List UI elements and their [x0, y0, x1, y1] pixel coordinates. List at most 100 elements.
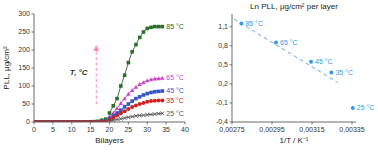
marker-triangle — [141, 80, 145, 84]
series-label: 45 °C — [166, 87, 184, 94]
marker-square — [81, 120, 85, 122]
marker-square — [70, 120, 74, 122]
y-tick-label: 150 — [18, 64, 30, 71]
marker-circle — [36, 120, 40, 122]
marker-circle — [47, 120, 51, 122]
y-tick — [230, 83, 233, 84]
marker-circle — [85, 120, 89, 122]
y-tick-label: 50 — [22, 100, 30, 107]
marker-x — [161, 112, 165, 116]
chart-svg: 0510152025303540050100150200250300Bilaye… — [0, 0, 378, 155]
marker-x — [55, 120, 59, 122]
x-axis-line — [232, 122, 356, 123]
labels: 85 °C65 °C45 °C35 °C25 °CT, °C — [70, 23, 184, 117]
x-tick — [128, 122, 129, 125]
series-label: 85 °C — [245, 20, 263, 27]
marker-square — [59, 120, 63, 122]
marker-x — [59, 120, 63, 122]
marker-circle — [130, 105, 134, 109]
marker-triangle — [126, 92, 130, 96]
marker-square — [47, 120, 51, 122]
x-tick — [147, 122, 148, 125]
x-tick-label: 25 — [124, 126, 132, 133]
marker-square — [145, 92, 149, 96]
annotation-text: T, °C — [70, 68, 88, 77]
marker-triangle — [115, 106, 119, 110]
marker-circle — [89, 120, 93, 122]
series-line — [110, 27, 163, 113]
marker-square — [96, 119, 100, 122]
marker-circle — [134, 103, 138, 107]
x-tick — [109, 122, 110, 125]
marker-square — [36, 120, 40, 122]
marker-square — [81, 120, 85, 122]
marker-square — [34, 120, 36, 122]
marker-square — [40, 120, 44, 122]
marker-x — [127, 116, 131, 120]
chart-title: Ln PLL, μg/cm² per layer — [250, 2, 338, 11]
x-tick — [52, 122, 53, 125]
marker-square — [157, 90, 161, 94]
marker-x — [34, 120, 36, 122]
x-tick-label: 40 — [181, 126, 189, 133]
x-axis-label: 1/T / K⁻¹ — [279, 136, 308, 145]
marker-square — [149, 91, 153, 95]
marker-circle — [123, 109, 127, 113]
marker-x — [100, 120, 104, 122]
marker-square — [130, 50, 134, 54]
marker-x — [66, 120, 70, 122]
marker-triangle — [138, 82, 142, 86]
marker-square — [142, 93, 146, 97]
marker-triangle — [47, 120, 51, 122]
x-tick-label: 20 — [106, 126, 114, 133]
marker-square — [123, 105, 127, 109]
marker-x — [149, 113, 153, 117]
marker-square — [66, 120, 70, 122]
marker-square — [89, 120, 93, 122]
marker-x — [47, 120, 51, 122]
y-tick — [32, 50, 35, 51]
marker-triangle — [70, 120, 74, 122]
marker-triangle — [153, 77, 157, 81]
x-tick — [90, 122, 91, 125]
marker-x — [157, 112, 161, 116]
marker-circle — [92, 120, 96, 122]
y-tick — [230, 102, 233, 103]
marker-circle — [145, 100, 149, 104]
x-tick-label: 0,00335 — [339, 126, 364, 133]
marker-triangle — [134, 85, 138, 89]
marker-circle — [96, 120, 100, 122]
marker-x — [130, 115, 134, 119]
x-tick-label: 0,00275 — [219, 126, 244, 133]
marker-square — [153, 25, 157, 29]
series-label: 25 °C — [166, 110, 184, 117]
marker-circle — [157, 98, 161, 102]
marker-x — [40, 120, 44, 122]
marker-circle — [160, 98, 164, 102]
y-tick-label: 100 — [18, 82, 30, 89]
labels: 85 °C65 °C45 °C35 °C25 °C — [245, 20, 374, 111]
marker-circle — [351, 106, 355, 110]
marker-square — [47, 120, 51, 122]
arrow — [96, 46, 97, 104]
series-label: 35 °C — [166, 97, 184, 104]
marker-triangle — [160, 76, 164, 80]
marker-square — [96, 120, 100, 122]
marker-square — [62, 120, 66, 122]
marker-triangle — [100, 119, 104, 122]
marker-triangle — [96, 119, 100, 122]
marker-x — [85, 120, 89, 122]
marker-square — [51, 120, 55, 122]
chart-container: 0510152025303540050100150200250300Bilaye… — [0, 0, 378, 155]
series-line — [234, 19, 338, 83]
marker-triangle — [92, 120, 96, 122]
marker-square — [115, 97, 119, 101]
y-tick — [32, 104, 35, 105]
y-tick — [32, 32, 35, 33]
x-tick-label: 15 — [87, 126, 95, 133]
marker-square — [55, 120, 59, 122]
y-tick-label: 0,5 — [218, 61, 228, 68]
marker-circle — [58, 120, 62, 122]
x-tick-label: 5 — [51, 126, 55, 133]
marker-square — [134, 97, 138, 101]
